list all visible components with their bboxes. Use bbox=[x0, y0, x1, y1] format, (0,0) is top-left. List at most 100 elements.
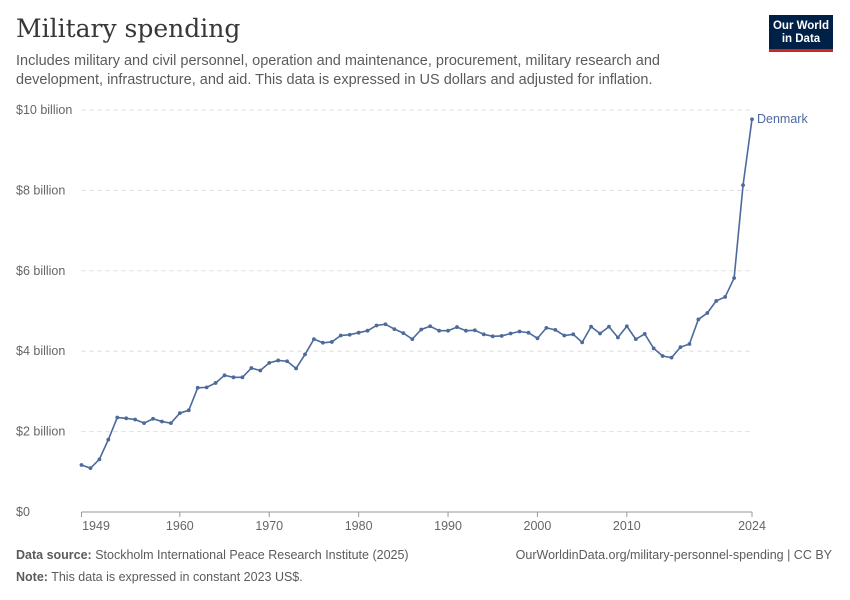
data-point bbox=[508, 331, 513, 336]
data-point bbox=[723, 295, 728, 299]
data-point bbox=[79, 463, 84, 467]
data-point bbox=[544, 325, 549, 330]
data-point bbox=[186, 408, 191, 413]
data-point bbox=[106, 437, 111, 442]
data-point bbox=[169, 421, 173, 426]
data-point bbox=[490, 334, 495, 339]
data-point bbox=[124, 416, 129, 421]
y-tick-label: $8 billion bbox=[16, 183, 65, 197]
data-point bbox=[535, 336, 540, 341]
data-point bbox=[660, 354, 665, 358]
data-point bbox=[589, 324, 593, 329]
data-point bbox=[303, 352, 307, 357]
note: Note: This data is expressed in constant… bbox=[16, 570, 303, 584]
data-point bbox=[97, 457, 102, 462]
data-point bbox=[374, 323, 379, 328]
series-label: Denmark bbox=[757, 112, 808, 126]
source-url[interactable]: OurWorldinData.org/military-personnel-sp… bbox=[515, 548, 832, 562]
note-text: This data is expressed in constant 2023 … bbox=[51, 570, 303, 584]
logo-line1: Our World bbox=[772, 20, 829, 32]
data-point bbox=[401, 331, 406, 336]
data-point bbox=[678, 345, 683, 350]
y-tick-label: $0 bbox=[16, 505, 30, 519]
data-point bbox=[732, 276, 737, 280]
data-point bbox=[160, 419, 164, 424]
x-tick-label: 2000 bbox=[524, 519, 552, 533]
data-point bbox=[222, 373, 227, 378]
data-point bbox=[562, 333, 567, 338]
data-point bbox=[481, 332, 486, 337]
y-tick-label: $10 billion bbox=[16, 103, 72, 117]
data-point bbox=[750, 117, 754, 122]
note-label: Note: bbox=[16, 570, 48, 584]
data-point bbox=[320, 340, 325, 345]
data-point bbox=[142, 421, 146, 426]
data-point bbox=[571, 332, 576, 337]
data-point bbox=[607, 324, 611, 329]
data-point bbox=[428, 324, 433, 329]
chart-title: Military spending bbox=[16, 14, 241, 43]
data-point bbox=[419, 327, 424, 332]
data-point bbox=[669, 355, 674, 360]
data-source: Data source: Stockholm International Pea… bbox=[16, 548, 409, 562]
y-tick-label: $2 billion bbox=[16, 425, 65, 439]
data-point bbox=[365, 328, 370, 333]
x-tick-label: 1949 bbox=[82, 519, 110, 533]
data-point bbox=[88, 466, 93, 471]
x-tick-label: 2024 bbox=[738, 519, 766, 533]
data-point bbox=[294, 366, 298, 371]
data-point bbox=[177, 411, 182, 416]
data-point bbox=[356, 330, 361, 335]
data-point bbox=[267, 360, 272, 365]
data-point bbox=[115, 415, 120, 420]
data-point bbox=[249, 366, 254, 370]
source-text: Stockholm International Peace Research I… bbox=[95, 548, 409, 562]
x-tick-label: 1990 bbox=[434, 519, 462, 533]
y-tick-label: $6 billion bbox=[16, 264, 65, 278]
data-point bbox=[133, 417, 138, 422]
data-point bbox=[472, 328, 477, 333]
data-point bbox=[553, 327, 558, 332]
data-point bbox=[696, 317, 701, 322]
data-point bbox=[687, 342, 692, 346]
data-point bbox=[240, 375, 245, 380]
x-tick-label: 1960 bbox=[166, 519, 194, 533]
data-point bbox=[312, 337, 316, 342]
x-tick-label: 1980 bbox=[345, 519, 373, 533]
data-point bbox=[633, 337, 638, 342]
data-point bbox=[714, 299, 719, 303]
data-point bbox=[616, 335, 620, 340]
data-point bbox=[258, 368, 263, 373]
data-point bbox=[598, 331, 602, 336]
data-point bbox=[642, 332, 647, 336]
data-point bbox=[410, 337, 415, 342]
owid-logo[interactable]: Our World in Data bbox=[769, 15, 833, 52]
data-point bbox=[517, 329, 522, 334]
data-point bbox=[383, 322, 388, 327]
chart-subtitle: Includes military and civil personnel, o… bbox=[16, 53, 660, 88]
data-point bbox=[204, 385, 209, 390]
data-point bbox=[446, 328, 450, 333]
logo-line2: in Data bbox=[781, 33, 821, 45]
x-tick-label: 1970 bbox=[255, 519, 283, 533]
data-point bbox=[338, 333, 343, 338]
data-point bbox=[329, 340, 334, 344]
data-point bbox=[437, 328, 441, 333]
data-point bbox=[285, 359, 290, 364]
data-point bbox=[580, 340, 585, 345]
data-point bbox=[347, 332, 352, 337]
data-point bbox=[741, 183, 745, 188]
series-line-denmark bbox=[81, 119, 753, 470]
data-point bbox=[276, 358, 281, 363]
data-point bbox=[651, 346, 656, 351]
y-tick-label: $4 billion bbox=[16, 344, 65, 358]
data-point bbox=[195, 385, 200, 390]
data-point bbox=[624, 324, 629, 329]
data-point bbox=[231, 375, 236, 380]
data-point bbox=[499, 334, 504, 338]
data-point bbox=[455, 325, 459, 329]
data-point bbox=[526, 330, 531, 335]
data-point bbox=[464, 328, 468, 333]
data-point bbox=[213, 381, 218, 385]
data-point bbox=[705, 311, 710, 315]
